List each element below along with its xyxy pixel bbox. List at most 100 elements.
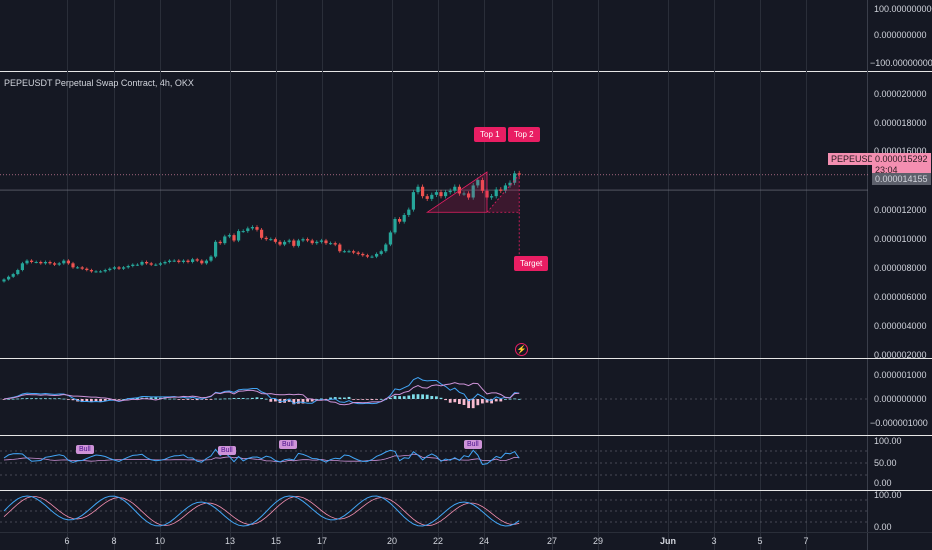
- macd-histogram-bar: [320, 398, 323, 400]
- candle-body: [195, 259, 199, 261]
- candle-body: [71, 263, 75, 268]
- time-label: 20: [386, 536, 398, 546]
- candle-body: [301, 239, 305, 241]
- macd-histogram-bar: [21, 398, 24, 400]
- candle-body: [181, 260, 185, 262]
- macd-histogram-bar: [168, 398, 171, 400]
- macd-histogram-bar: [25, 398, 29, 399]
- macd-histogram-bar: [425, 394, 429, 399]
- lightning-icon[interactable]: ⚡: [515, 343, 528, 356]
- time-label: 10: [154, 536, 166, 546]
- candle-body: [411, 192, 415, 210]
- macd-histogram-bar: [352, 399, 355, 400]
- macd-line: [3, 377, 520, 405]
- candle-body: [513, 173, 517, 183]
- macd-histogram-bar: [214, 398, 217, 400]
- macd-axis-label: 0.000001000: [874, 370, 927, 380]
- macd-histogram-bar: [191, 399, 194, 400]
- macd-histogram-bar: [16, 398, 20, 400]
- candle-body: [342, 251, 346, 253]
- macd-histogram-bar: [301, 399, 305, 404]
- chart-title: PEPEUSDT Perpetual Swap Contract, 4h, OK…: [4, 78, 194, 88]
- candle-body: [480, 180, 484, 191]
- rsi-axis-label: 100.00: [874, 436, 902, 446]
- candle-body: [25, 260, 29, 264]
- pane-separator[interactable]: [0, 358, 932, 359]
- macd-histogram-bar: [223, 398, 227, 400]
- candle-body: [306, 239, 310, 241]
- time-label: 7: [803, 536, 809, 546]
- horizontal-line-price: 0.000014155: [872, 173, 931, 185]
- candle-body: [430, 194, 434, 199]
- candle-body: [462, 193, 466, 195]
- candle-body: [34, 261, 38, 263]
- candle-body: [223, 236, 227, 244]
- candle-body: [319, 240, 323, 242]
- top-indicator-pane: 100.000000000 0.000000000 −100.000000000: [0, 0, 932, 72]
- time-label: 27: [546, 536, 558, 546]
- candle-body: [255, 227, 259, 230]
- candle-body: [352, 251, 356, 253]
- macd-histogram-bar: [177, 399, 181, 400]
- price-axis-label: 0.000020000: [874, 89, 927, 99]
- price-axis-label: 0.000012000: [874, 205, 927, 215]
- candle-body: [154, 264, 158, 266]
- macd-histogram-bar: [269, 399, 273, 402]
- candle-body: [89, 270, 93, 272]
- candle-body: [122, 267, 126, 269]
- macd-histogram-bar: [85, 399, 89, 402]
- time-label: 6: [64, 536, 70, 546]
- macd-histogram-bar: [53, 398, 56, 400]
- candle-body: [370, 256, 374, 258]
- candle-body: [112, 267, 116, 269]
- top1-label[interactable]: Top 1: [474, 127, 506, 142]
- macd-histogram-bar: [315, 398, 319, 400]
- top2-label[interactable]: Top 2: [508, 127, 540, 142]
- candle-body: [149, 263, 153, 265]
- candle-body: [246, 228, 250, 232]
- macd-histogram-bar: [241, 398, 245, 399]
- top-axis-label-low: −100.000000000: [870, 58, 932, 68]
- rsi-axis-label: 0.00: [874, 478, 892, 488]
- time-label: 17: [316, 536, 328, 546]
- macd-histogram-bar: [117, 399, 121, 400]
- macd-histogram-bar: [264, 398, 268, 400]
- candle-body: [273, 239, 277, 242]
- candle-body: [398, 219, 402, 222]
- candle-body: [2, 279, 6, 282]
- macd-histogram-bar: [90, 399, 93, 402]
- candle-body: [85, 268, 89, 271]
- macd-histogram-bar: [448, 399, 452, 403]
- time-label: 29: [592, 536, 604, 546]
- candle-body: [260, 229, 264, 238]
- macd-histogram-bar: [232, 398, 236, 399]
- pane-separator[interactable]: [0, 490, 932, 491]
- macd-histogram-bar: [108, 399, 112, 400]
- candle-body: [66, 260, 70, 264]
- macd-histogram-bar: [366, 399, 369, 400]
- pane-separator[interactable]: [0, 435, 932, 436]
- candle-body: [324, 240, 328, 244]
- macd-histogram-bar: [2, 399, 6, 400]
- macd-histogram-bar: [292, 399, 296, 405]
- macd-histogram-bar: [513, 398, 516, 400]
- candle-body: [168, 260, 172, 262]
- price-axis-label: 0.000008000: [874, 263, 927, 273]
- macd-histogram-bar: [306, 399, 309, 402]
- macd-histogram-bar: [131, 398, 135, 400]
- candle-body: [172, 260, 176, 262]
- candle-body: [103, 270, 107, 272]
- candle-body: [439, 192, 443, 197]
- macd-histogram-bar: [347, 396, 351, 399]
- macd-histogram-bar: [439, 397, 443, 399]
- target-label[interactable]: Target: [514, 256, 549, 271]
- macd-histogram-bar: [94, 399, 98, 402]
- macd-histogram-bar: [99, 399, 102, 402]
- pane-separator[interactable]: [0, 71, 932, 72]
- time-label: 22: [432, 536, 444, 546]
- macd-histogram-bar: [379, 398, 383, 400]
- candle-body: [471, 185, 475, 198]
- candle-body: [11, 274, 15, 277]
- candle-body: [333, 243, 337, 245]
